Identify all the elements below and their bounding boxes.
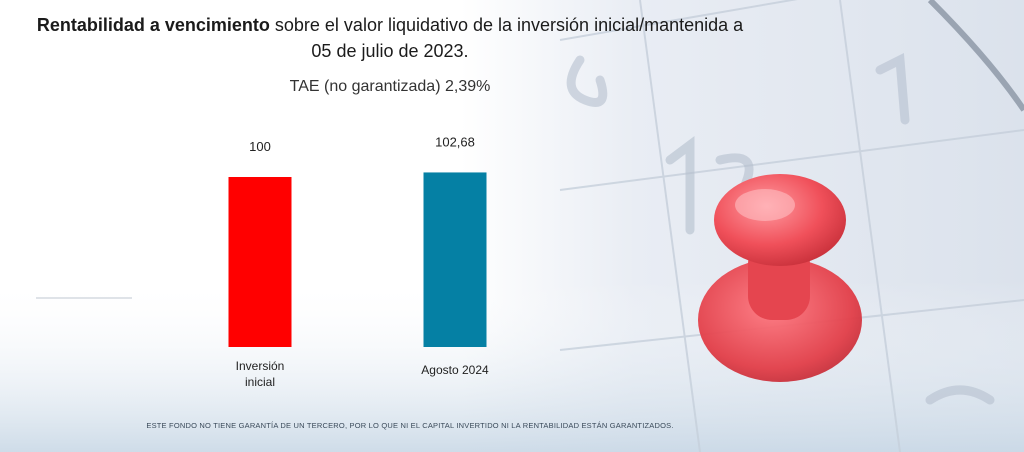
category-label-0-line-0: Inversión — [236, 359, 285, 373]
bar-1 — [423, 172, 487, 347]
category-label-0-line-1: inicial — [245, 375, 275, 389]
chart-title-rest: sobre el valor liquidativo de la inversi… — [269, 15, 744, 61]
data-label-1: 102,68 — [435, 134, 475, 149]
chart-title: Rentabilidad a vencimiento sobre el valo… — [30, 12, 750, 64]
data-label-0: 100 — [249, 139, 271, 154]
chart-title-bold: Rentabilidad a vencimiento — [36, 15, 270, 35]
divider-line — [36, 297, 132, 299]
category-label-1: Agosto 2024 — [421, 363, 489, 377]
chart-subtitle: TAE (no garantizada) 2,39% — [289, 78, 491, 95]
disclaimer-footnote: ESTE FONDO NO TIENE GARANTÍA DE UN TERCE… — [146, 421, 674, 430]
bar-0 — [228, 177, 292, 347]
